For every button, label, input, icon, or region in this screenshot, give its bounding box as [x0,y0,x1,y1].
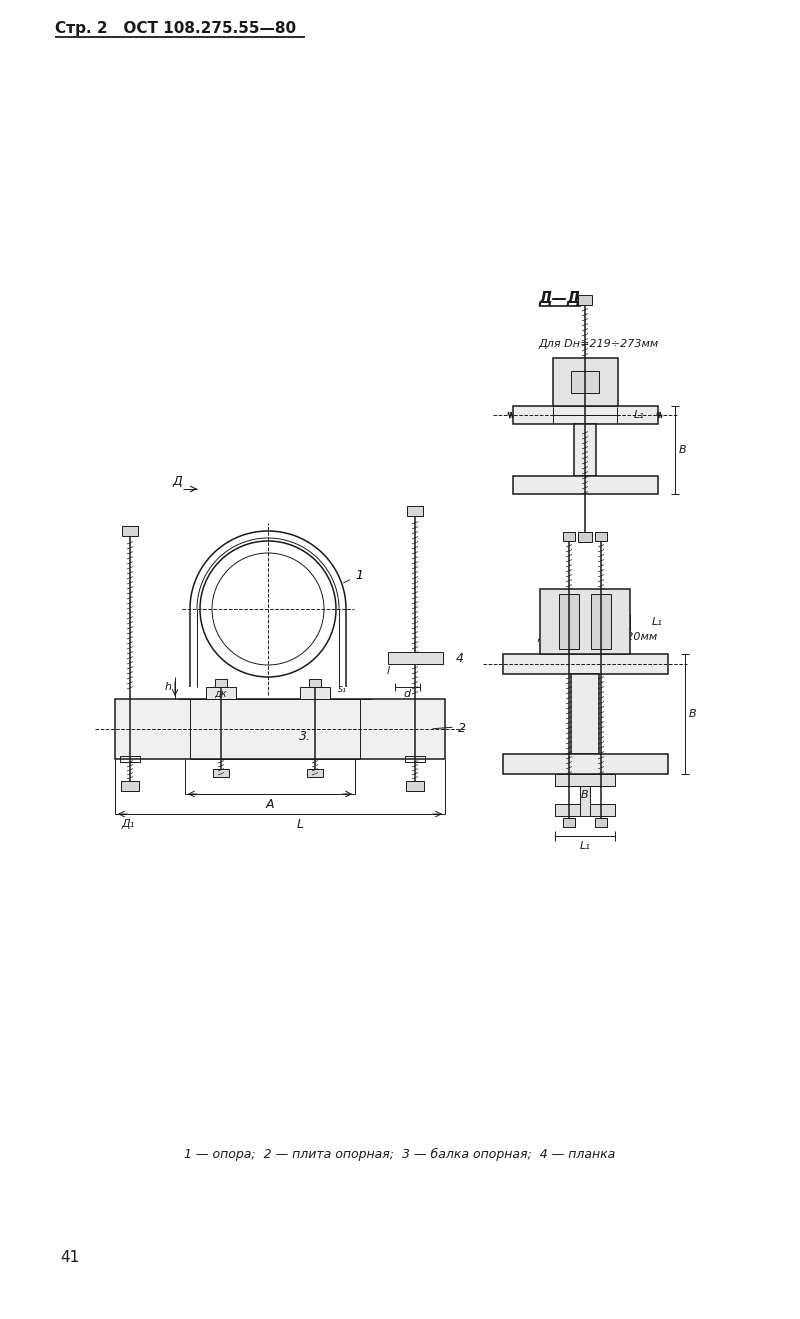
Bar [405,756,425,762]
Bar [121,781,139,791]
Bar [120,756,140,762]
Bar [555,805,615,816]
Text: 3.: 3. [299,729,311,743]
Text: l: l [386,666,390,677]
Bar [595,532,607,541]
Bar [553,357,618,406]
Text: h: h [165,682,171,692]
Text: 1: 1 [343,568,363,583]
Bar [559,594,579,649]
Bar [503,754,668,774]
Text: d: d [403,689,410,699]
Text: Стр. 2   ОСТ 108.275.55—80: Стр. 2 ОСТ 108.275.55—80 [55,21,296,37]
Text: Д: Д [172,475,182,488]
Bar [300,687,330,699]
Bar [555,774,615,786]
Bar [307,769,323,777]
Bar [580,786,590,816]
Text: Д—Д: Д—Д [538,291,582,306]
Bar [591,594,611,649]
Text: B: B [689,710,697,719]
Text: дк: дк [214,689,226,699]
Text: 4: 4 [456,652,464,665]
Bar [563,818,575,827]
Text: 2: 2 [458,723,466,736]
Text: A: A [266,798,274,810]
Bar [563,532,575,541]
Bar [309,679,321,687]
Bar [215,679,227,687]
Text: Д₁: Д₁ [122,819,134,830]
Bar [122,526,138,536]
Text: B: B [581,790,589,801]
Bar [578,532,592,542]
Text: L: L [297,818,303,831]
Bar [513,476,658,495]
Text: L₁: L₁ [652,617,662,627]
Bar [595,818,607,827]
Text: B: B [679,445,687,455]
Bar [115,699,445,758]
Text: 41: 41 [60,1249,79,1265]
Bar [388,652,443,663]
Bar [206,687,236,699]
Text: L₁: L₁ [634,410,644,419]
Bar [513,406,658,423]
Text: Для Dн=219÷273мм: Для Dн=219÷273мм [538,339,658,350]
Bar [571,674,599,754]
Text: L₁: L₁ [580,842,590,851]
Bar [578,295,592,305]
Text: 1 — опора;  2 — плита опорная;  3 — балка опорная;  4 — планка: 1 — опора; 2 — плита опорная; 3 — балка … [184,1148,616,1161]
Bar [213,769,229,777]
Bar [407,506,423,516]
Bar [571,371,599,393]
Bar [540,590,630,654]
Bar [574,423,596,476]
Text: s₁: s₁ [338,685,346,694]
Text: Для Dн=325÷720мм: Для Dн=325÷720мм [537,632,658,642]
Bar [503,654,668,674]
Bar [406,781,424,791]
